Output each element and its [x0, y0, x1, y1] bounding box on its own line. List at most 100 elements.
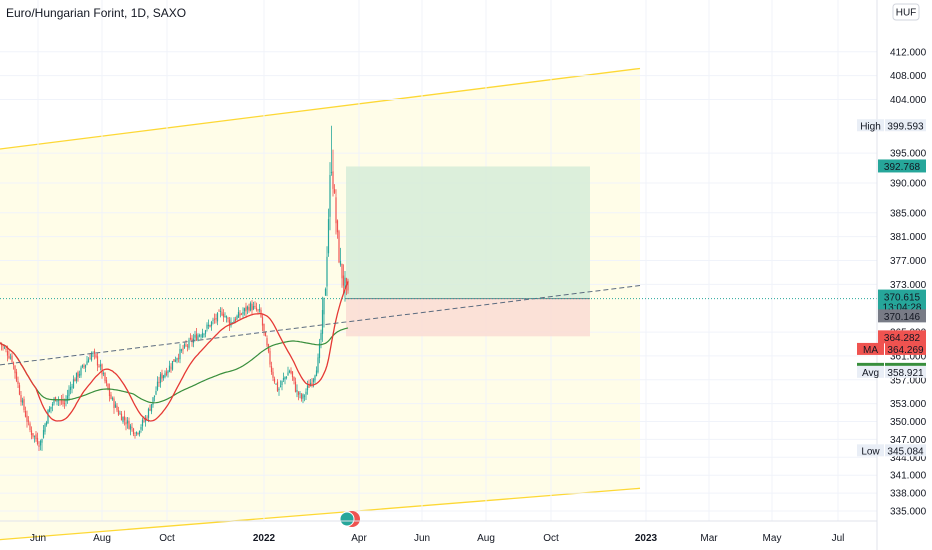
candle-body: [137, 433, 139, 435]
candle-body: [83, 365, 85, 367]
x-tick-label: Oct: [543, 533, 559, 544]
candle-body: [35, 434, 37, 440]
x-tick-label: Apr: [351, 533, 367, 544]
y-tick-label: 361.000: [890, 351, 927, 362]
y-tick-label: 357.000: [890, 375, 927, 386]
x-tick-label: 2023: [635, 533, 658, 544]
candle-body: [222, 313, 225, 318]
candle-body: [53, 398, 55, 404]
candle-body: [104, 372, 106, 382]
candle-body: [105, 380, 108, 384]
candle-body: [270, 366, 273, 373]
candle-body: [80, 367, 82, 376]
candle-body: [120, 413, 123, 421]
trend-line[interactable]: [0, 285, 877, 366]
currency-button[interactable]: HUF: [892, 3, 920, 21]
y-tick-label: 347.000: [890, 435, 927, 446]
candle-body: [186, 345, 189, 347]
channel-upper-line[interactable]: [0, 67, 641, 150]
last-price-text: 370.615: [884, 293, 921, 304]
y-tick-label: 395.000: [890, 149, 927, 160]
y-tick-label: 377.000: [890, 256, 927, 267]
candle-body: [312, 379, 315, 382]
candle-body: [12, 362, 15, 366]
candle-body: [255, 307, 258, 310]
candle-body: [3, 347, 6, 349]
candle-body: [240, 313, 243, 315]
moving-averages: [0, 281, 349, 422]
y-tick-label: 412.000: [890, 47, 927, 58]
candle-body: [156, 381, 159, 390]
channel-lower-line[interactable]: [0, 487, 641, 541]
long-position-tool[interactable]: [346, 166, 590, 337]
candle-body: [131, 426, 133, 428]
candle-body: [152, 397, 154, 405]
time-axis[interactable]: Jun Aug Oct 2022 Apr Jun Aug Oct 2023 Mar May Jul: [30, 533, 844, 544]
candle-body: [78, 374, 81, 376]
x-tick-label: May: [763, 533, 782, 544]
x-tick-label: Mar: [700, 533, 718, 544]
candle-body: [302, 394, 304, 399]
candle-body: [273, 378, 276, 383]
stop-zone[interactable]: [346, 298, 590, 337]
candle-body: [174, 360, 177, 362]
candle-body: [33, 435, 36, 437]
candle-body: [102, 373, 105, 375]
candle-body: [167, 371, 169, 374]
candle-body: [173, 359, 175, 362]
candle-body: [300, 394, 303, 400]
candle-body: [315, 370, 318, 377]
candle-body: [314, 375, 316, 381]
dashed-trend-line[interactable]: [0, 285, 641, 366]
candle-body: [132, 428, 135, 435]
candle-body: [125, 422, 127, 425]
candle-body: [164, 373, 166, 378]
y-tick-label: 344.000: [890, 453, 927, 464]
candle-body: [342, 275, 345, 286]
candle-body: [29, 423, 31, 431]
candle-body: [63, 403, 66, 405]
candle-body: [339, 261, 342, 265]
candle-body: [266, 338, 268, 346]
candle-body: [224, 316, 226, 318]
candle-body: [261, 317, 264, 326]
candle-body: [320, 333, 322, 340]
candle-body: [60, 400, 63, 402]
candle-body: [56, 400, 58, 402]
candle-body: [8, 355, 10, 359]
candle-body: [326, 256, 328, 287]
candle-body: [321, 310, 324, 334]
event-markers[interactable]: [339, 511, 360, 527]
y-tick-label: 341.000: [890, 471, 927, 482]
candle-body: [98, 366, 100, 367]
candle-body: [219, 311, 222, 312]
candle-body: [194, 334, 196, 338]
event-marker-teal[interactable]: [339, 511, 355, 527]
chart-title: Euro/Hungarian Forint, 1D, SAXO: [6, 6, 186, 20]
candle-body: [170, 367, 172, 369]
candle-body: [95, 354, 97, 358]
candle-body: [176, 358, 178, 361]
x-tick-label: Aug: [93, 533, 111, 544]
candle-body: [99, 364, 102, 367]
x-tick-label: Jul: [832, 533, 845, 544]
candle-body: [126, 420, 129, 424]
candle-body: [264, 332, 267, 337]
candle-body: [87, 359, 90, 363]
target-zone[interactable]: [346, 166, 590, 299]
candle-body: [110, 394, 112, 399]
candle-body: [291, 371, 294, 378]
candle-body: [189, 337, 192, 340]
candle-body: [47, 410, 49, 424]
candle-body: [242, 312, 244, 315]
candle-body: [341, 263, 343, 279]
x-tick-label: Jun: [30, 533, 46, 544]
candle-body: [24, 411, 27, 417]
candle-body: [21, 400, 24, 403]
candle-body: [5, 348, 7, 350]
candle-body: [59, 399, 61, 401]
prev-close-bg: [878, 309, 926, 323]
x-tick-label: Jun: [414, 533, 430, 544]
